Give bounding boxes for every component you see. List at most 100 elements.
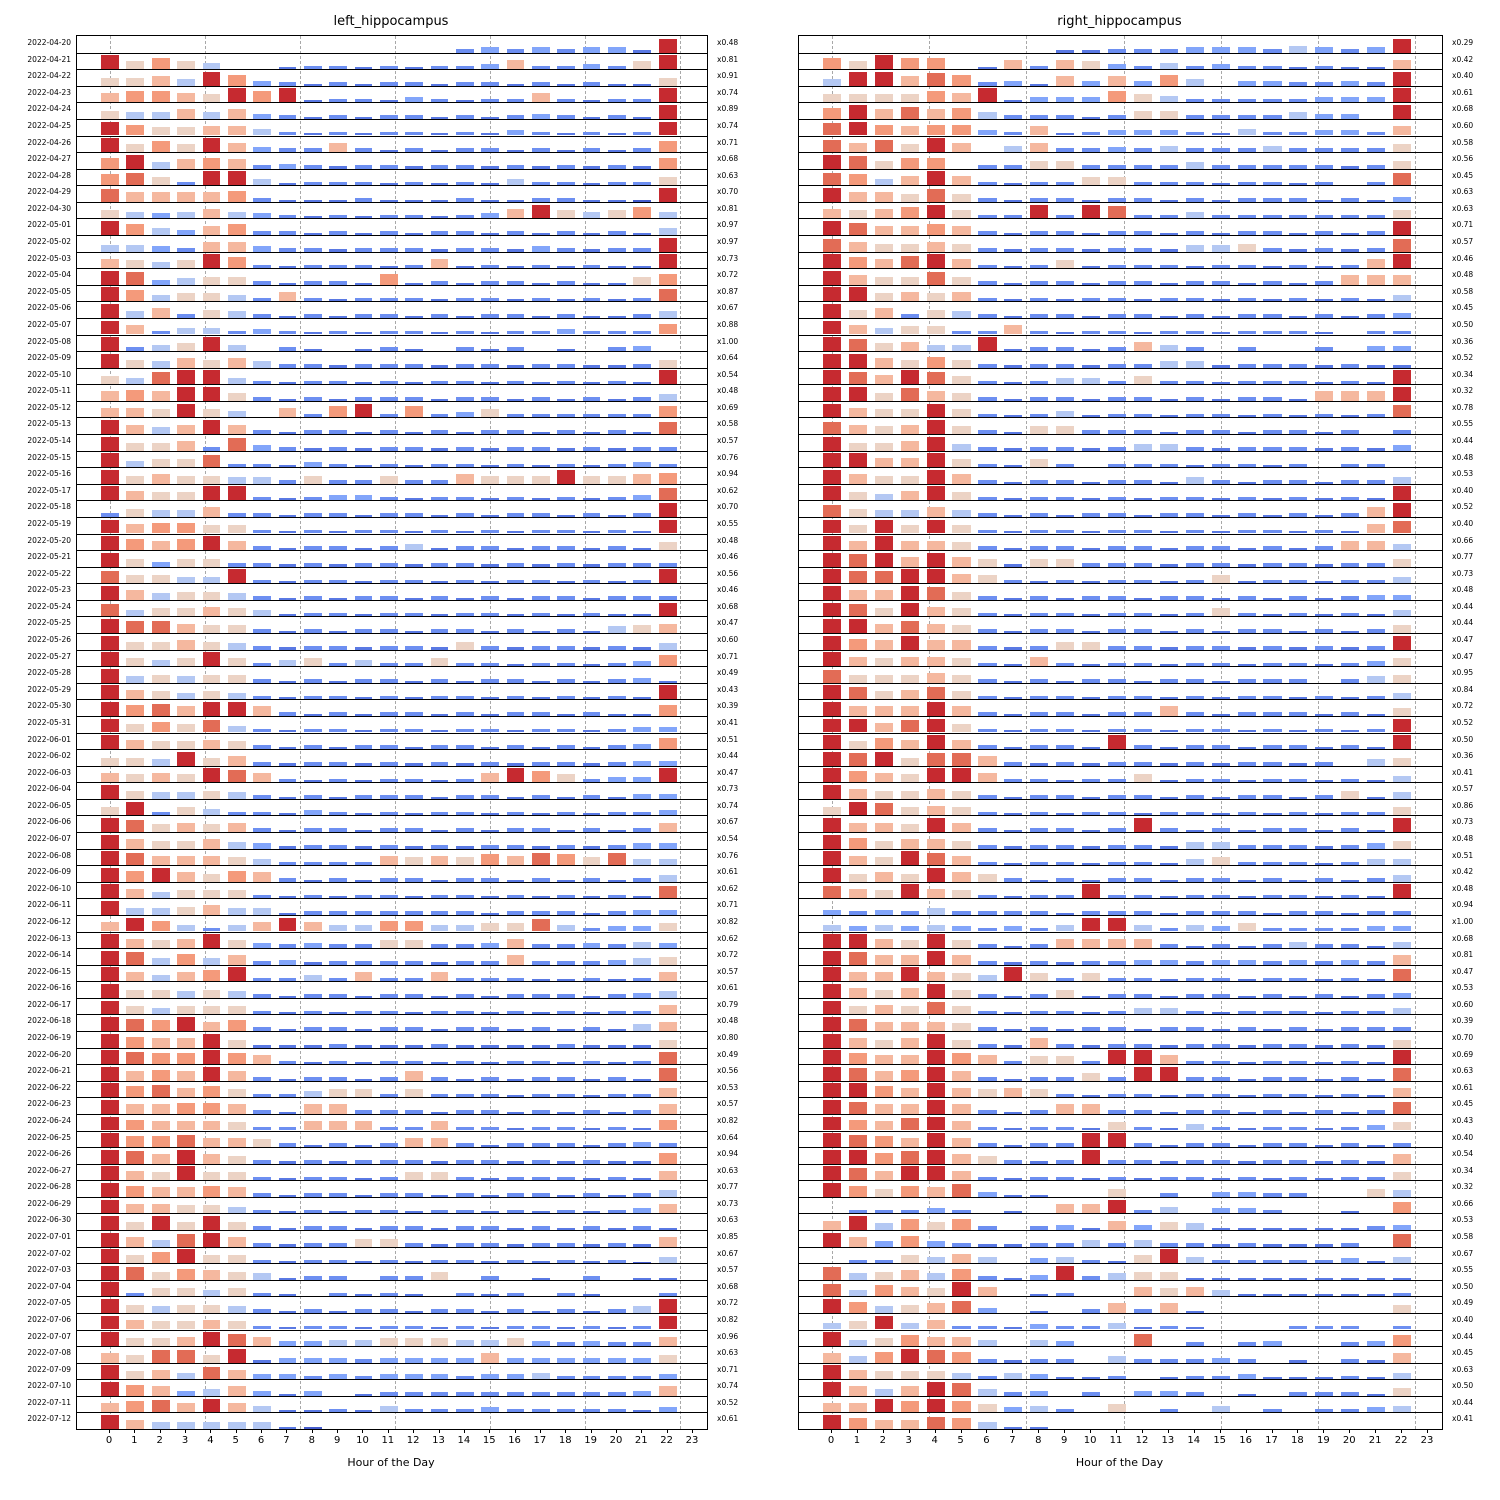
hour-bar [658,991,677,998]
hour-bar [633,811,652,816]
hour-bar [1211,944,1230,949]
hour-bar [532,1160,550,1164]
hour-bar [1004,498,1023,501]
hour-bar [253,477,271,484]
day-row [77,865,707,882]
hour-bar [582,513,601,517]
hour-bar [1159,110,1178,119]
hour-bar [253,213,271,219]
hour-bar [633,1024,652,1031]
hour-bar [1263,446,1282,451]
hour-bar [1289,712,1308,716]
hour-bar [379,1176,398,1181]
hour-bar [177,890,195,899]
hour-bar [1004,1277,1023,1280]
hour-bar [354,1359,373,1363]
hour-bar [633,1093,652,1098]
hour-bar [1133,110,1152,119]
hour-bar [405,1211,424,1214]
hour-bar [658,1407,677,1413]
scale-label: x0.40 [1452,518,1474,528]
hour-bar [900,1219,919,1230]
hour-bar [379,728,398,733]
hour-bar [1211,245,1230,252]
hour-bar [202,1232,221,1247]
hour-bar [430,829,449,832]
hour-bar [557,413,576,418]
hour-bar [101,718,119,733]
hour-bar [354,1327,373,1330]
hour-bar [926,204,945,219]
hour-bar [1393,1190,1412,1197]
hour-bar [329,264,347,269]
hour-bar [101,619,119,633]
hour-bar [303,100,322,103]
hour-bar [177,1221,195,1230]
day-row [799,152,1442,169]
hour-bar [405,131,424,136]
hour-bar [1289,66,1308,70]
hour-bar [481,772,500,783]
hour-bar [227,1369,246,1380]
hour-bar [978,1389,997,1396]
hour-bar [481,645,500,650]
hour-bar [1393,221,1412,235]
hour-bar [582,597,601,600]
hour-bar [557,774,576,783]
hour-bar [455,115,474,119]
hour-bar [151,112,170,119]
hour-bar [1315,281,1334,285]
hour-bar [822,270,842,285]
hour-bar [1159,1390,1178,1396]
hour-bar [506,796,525,799]
hour-bar [874,971,893,982]
hour-bar [1237,879,1256,882]
hour-bar [926,1083,945,1098]
hour-bar [1237,746,1256,750]
hour-bar [1341,745,1360,750]
hour-bar [1159,74,1178,86]
hour-bar [658,1119,677,1131]
hour-bar [278,199,297,202]
hour-bar [874,938,893,949]
hour-bar [303,1309,322,1313]
hour-bar [151,1369,170,1380]
hour-bar [1004,199,1023,202]
scale-label: x0.72 [717,270,739,280]
hour-bar [608,1093,626,1098]
hour-bar [926,109,945,119]
hour-bar [1185,198,1204,202]
hour-bar [379,1357,398,1363]
hour-bar [303,728,322,733]
hour-bar [978,88,997,103]
hour-bar [874,343,893,352]
hour-bar [430,65,449,70]
hour-bar [1185,579,1204,584]
hour-bar [202,970,221,982]
hour-bar [1211,1028,1230,1031]
hour-bar [978,629,997,633]
hour-bar [1263,828,1282,832]
hour-bar [1133,680,1152,683]
hour-bar [1107,844,1127,849]
hour-bar [1211,662,1230,667]
hour-bar [253,496,271,501]
hour-bar [1004,663,1023,667]
hour-bar [101,1282,119,1297]
hour-bar [1004,1372,1023,1380]
hour-bar [1185,47,1204,53]
hour-bar [1004,1327,1023,1330]
hour-bar [1133,1093,1152,1098]
hour-bar [900,175,919,186]
hour-bar [978,463,997,468]
hour-bar [1341,579,1360,584]
hour-bar [1393,1039,1412,1048]
hour-bar [151,510,170,517]
hour-bar [1315,448,1334,451]
hour-bar [1030,894,1049,899]
hour-bar [608,165,626,169]
hour-bar [1237,1095,1256,1098]
hour-bar [978,247,997,252]
hour-bar [430,780,449,783]
hour-bar [557,879,576,882]
